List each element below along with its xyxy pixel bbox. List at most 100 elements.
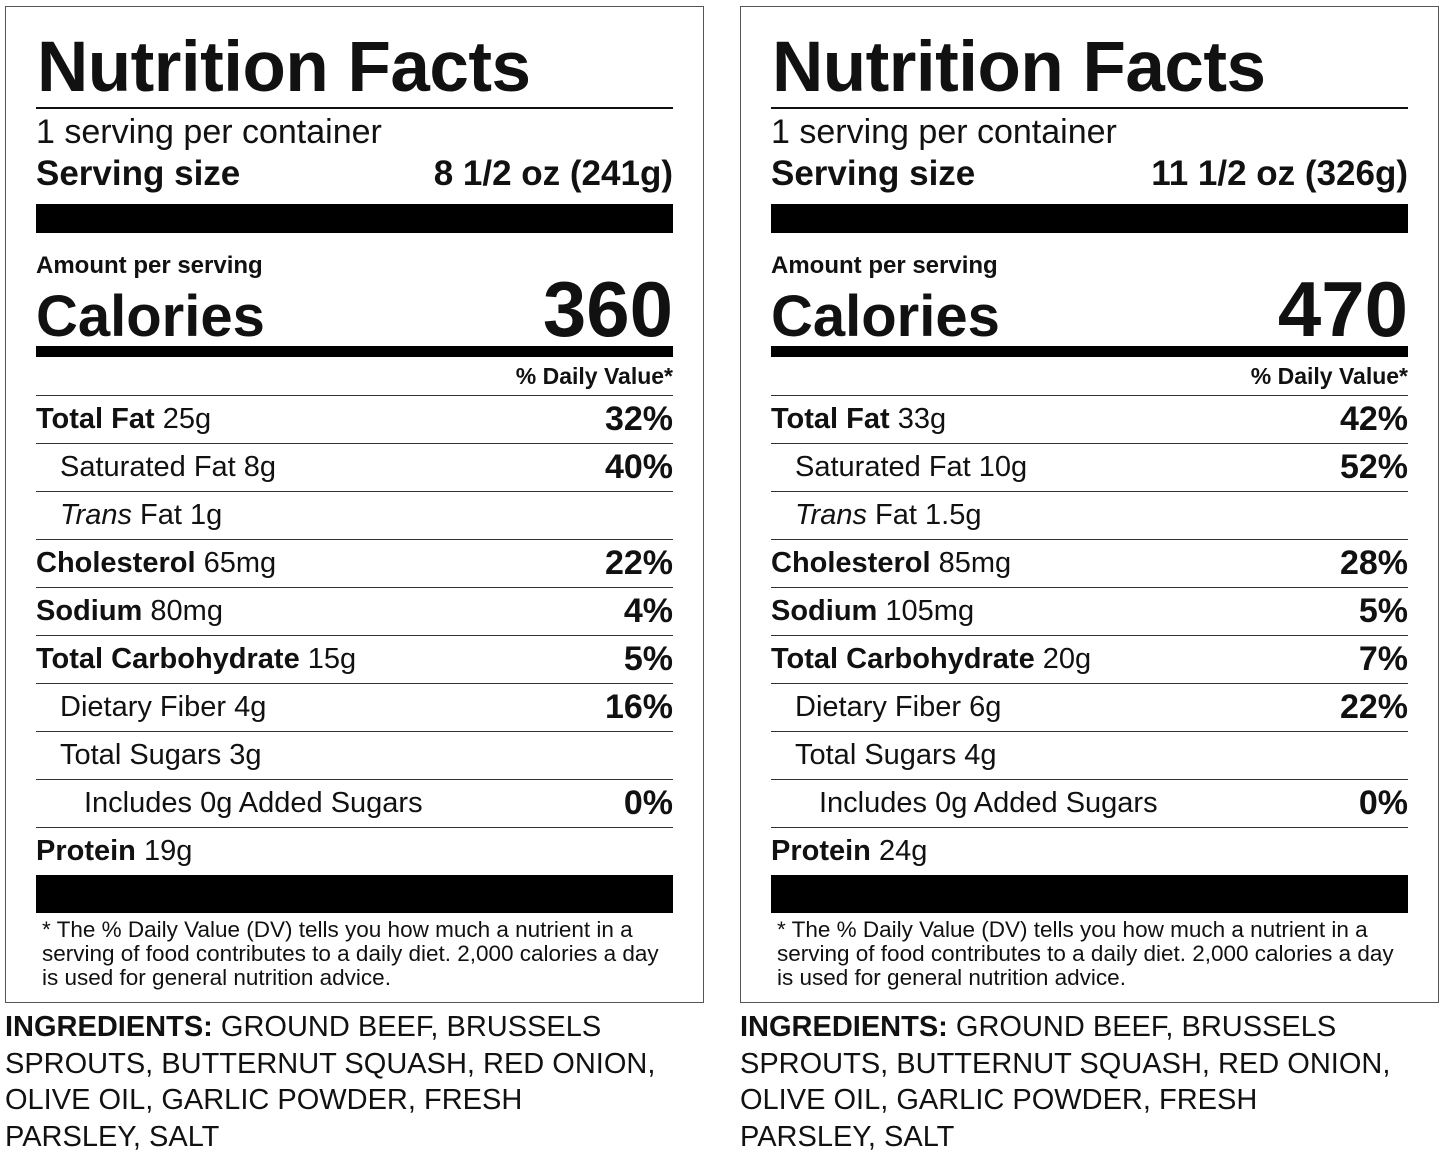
nutrient-row-sodium: Sodium 105mg 5% bbox=[771, 588, 1408, 636]
nutrient-row-protein: Protein 24g bbox=[771, 828, 1408, 875]
nutrient-name: Dietary Fiber bbox=[60, 691, 226, 723]
nutrient-amount: 85mg bbox=[938, 547, 1012, 579]
nutrient-name: Sodium bbox=[36, 595, 143, 627]
nutrient-daily-value: 16% bbox=[604, 688, 673, 726]
amount-per-serving: Amount per serving bbox=[36, 252, 263, 279]
nutrient-daily-value: 22% bbox=[1339, 688, 1408, 726]
nutrient-daily-value: 42% bbox=[1339, 400, 1408, 438]
calories-row: Calories 470 bbox=[771, 265, 1408, 353]
nutrient-name: Includes 0g Added Sugars bbox=[819, 787, 1158, 819]
nutrient-name-italic: Trans bbox=[60, 499, 132, 531]
nutrient-row-total-sugars: Total Sugars 4g bbox=[771, 732, 1408, 780]
nutrient-amount: 24g bbox=[878, 835, 928, 867]
nutrient-daily-value: 4% bbox=[623, 592, 673, 630]
nutrient-daily-value: 22% bbox=[604, 544, 673, 582]
nutrition-label-right: Nutrition Facts 1 serving per container … bbox=[740, 6, 1439, 1155]
calories-label: Calories bbox=[36, 284, 265, 349]
nutrient-name: Dietary Fiber bbox=[795, 691, 961, 723]
serving-size-label: Serving size bbox=[771, 154, 976, 193]
calories-value: 470 bbox=[1277, 265, 1408, 353]
nutrient-daily-value: 5% bbox=[623, 640, 673, 678]
ingredients-text: INGREDIENTS: GROUND BEEF, BRUSSELS SPROU… bbox=[5, 1009, 665, 1155]
serving-size-row: Serving size 11 1/2 oz (326g) bbox=[771, 153, 1408, 195]
serving-size-value: 11 1/2 oz (326g) bbox=[1151, 154, 1408, 193]
amount-per-serving: Amount per serving bbox=[771, 252, 998, 279]
nutrient-amount: 1g bbox=[190, 499, 223, 531]
nutrient-amount: 65mg bbox=[203, 547, 277, 579]
nutrition-facts-panel: Nutrition Facts 1 serving per container … bbox=[5, 6, 704, 1003]
serving-size-row: Serving size 8 1/2 oz (241g) bbox=[36, 153, 673, 195]
nutrient-amount: 3g bbox=[229, 739, 262, 771]
calories-value: 360 bbox=[542, 265, 673, 353]
daily-value-footnote: * The % Daily Value (DV) tells you how m… bbox=[777, 917, 1394, 990]
nutrition-facts-panel: Nutrition Facts 1 serving per container … bbox=[740, 6, 1439, 1003]
ingredients-list: GROUND BEEF, BRUSSELS SPROUTS, BUTTERNUT… bbox=[740, 1011, 1391, 1153]
nutrient-name: Fat bbox=[875, 499, 917, 531]
thick-divider bbox=[771, 204, 1408, 233]
nutrient-row-protein: Protein 19g bbox=[36, 828, 673, 875]
nutrient-row-saturated-fat: Saturated Fat 8g 40% bbox=[36, 444, 673, 492]
serving-size-value: 8 1/2 oz (241g) bbox=[433, 154, 673, 193]
daily-value-header: % Daily Value* bbox=[771, 357, 1408, 396]
nutrient-name: Total Carbohydrate bbox=[771, 643, 1035, 675]
nutrient-daily-value: 28% bbox=[1339, 544, 1408, 582]
nutrient-name: Total Fat bbox=[36, 403, 155, 435]
nutrient-daily-value: 7% bbox=[1358, 640, 1408, 678]
divider bbox=[771, 107, 1408, 109]
nutrient-row-added-sugars: Includes 0g Added Sugars 0% bbox=[36, 780, 673, 828]
nutrient-row-total-carbohydrate: Total Carbohydrate 20g 7% bbox=[771, 636, 1408, 684]
calories-label: Calories bbox=[771, 284, 1000, 349]
nutrient-row-total-fat: Total Fat 25g 32% bbox=[36, 396, 673, 444]
nutrition-facts-title: Nutrition Facts bbox=[37, 28, 531, 107]
nutrient-name: Protein bbox=[36, 835, 136, 867]
nutrient-name: Saturated Fat bbox=[60, 451, 236, 483]
nutrient-amount: 25g bbox=[162, 403, 212, 435]
nutrient-amount: 4g bbox=[234, 691, 267, 723]
nutrient-name: Protein bbox=[771, 835, 871, 867]
nutrient-amount: 19g bbox=[143, 835, 193, 867]
nutrient-name: Total Fat bbox=[771, 403, 890, 435]
nutrient-name: Cholesterol bbox=[36, 547, 196, 579]
nutrient-name-italic: Trans bbox=[795, 499, 867, 531]
nutrient-row-saturated-fat: Saturated Fat 10g 52% bbox=[771, 444, 1408, 492]
nutrient-daily-value: 40% bbox=[604, 448, 673, 486]
nutrient-name: Total Sugars bbox=[795, 739, 957, 771]
servings-per-container: 1 serving per container bbox=[36, 113, 382, 151]
nutrient-name: Total Carbohydrate bbox=[36, 643, 300, 675]
thick-divider bbox=[36, 204, 673, 233]
nutrient-row-trans-fat: Trans Fat 1.5g bbox=[771, 492, 1408, 540]
nutrient-row-cholesterol: Cholesterol 85mg 28% bbox=[771, 540, 1408, 588]
nutrient-name: Fat bbox=[140, 499, 182, 531]
medium-divider bbox=[771, 346, 1408, 357]
nutrient-row-dietary-fiber: Dietary Fiber 6g 22% bbox=[771, 684, 1408, 732]
nutrient-amount: 20g bbox=[1042, 643, 1092, 675]
daily-value-footnote: * The % Daily Value (DV) tells you how m… bbox=[42, 917, 659, 990]
nutrient-daily-value: 5% bbox=[1358, 592, 1408, 630]
nutrient-name: Total Sugars bbox=[60, 739, 222, 771]
nutrient-amount: 4g bbox=[964, 739, 997, 771]
nutrient-amount: 1.5g bbox=[925, 499, 982, 531]
ingredients-text: INGREDIENTS: GROUND BEEF, BRUSSELS SPROU… bbox=[740, 1009, 1400, 1155]
divider bbox=[36, 107, 673, 109]
nutrient-row-dietary-fiber: Dietary Fiber 4g 16% bbox=[36, 684, 673, 732]
bottom-thick-divider bbox=[771, 875, 1408, 913]
nutrient-amount: 33g bbox=[897, 403, 947, 435]
nutrient-daily-value: 0% bbox=[623, 784, 673, 822]
nutrition-label-left: Nutrition Facts 1 serving per container … bbox=[5, 6, 704, 1155]
nutrient-daily-value: 0% bbox=[1358, 784, 1408, 822]
nutrient-row-trans-fat: Trans Fat 1g bbox=[36, 492, 673, 540]
nutrient-amount: 6g bbox=[969, 691, 1002, 723]
nutrient-amount: 105mg bbox=[885, 595, 975, 627]
nutrient-row-total-fat: Total Fat 33g 42% bbox=[771, 396, 1408, 444]
servings-per-container: 1 serving per container bbox=[771, 113, 1117, 151]
nutrition-facts-title: Nutrition Facts bbox=[772, 28, 1266, 107]
nutrient-row-added-sugars: Includes 0g Added Sugars 0% bbox=[771, 780, 1408, 828]
nutrient-name: Sodium bbox=[771, 595, 878, 627]
serving-size-label: Serving size bbox=[36, 154, 241, 193]
nutrient-row-sodium: Sodium 80mg 4% bbox=[36, 588, 673, 636]
nutrient-row-total-sugars: Total Sugars 3g bbox=[36, 732, 673, 780]
nutrient-name: Cholesterol bbox=[771, 547, 931, 579]
nutrient-amount: 10g bbox=[978, 451, 1028, 483]
nutrient-daily-value: 52% bbox=[1339, 448, 1408, 486]
nutrient-row-cholesterol: Cholesterol 65mg 22% bbox=[36, 540, 673, 588]
